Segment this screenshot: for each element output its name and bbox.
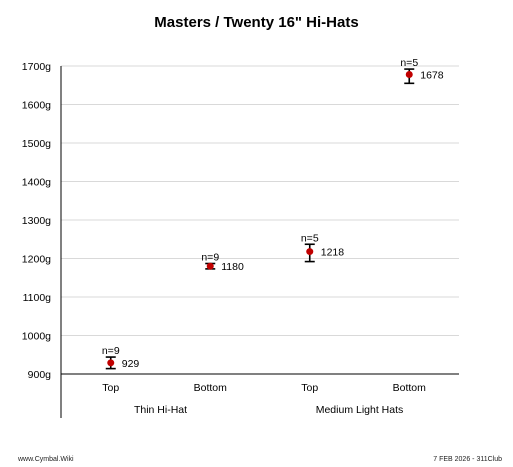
data-label: 1180 xyxy=(221,261,244,273)
data-point xyxy=(306,248,314,256)
sample-size-label: n=9 xyxy=(102,345,120,357)
data-point xyxy=(206,262,214,270)
group-label: Thin Hi-Hat xyxy=(134,404,187,416)
data-point xyxy=(107,359,115,367)
y-tick-label: 1300g xyxy=(22,215,51,227)
y-tick-label: 900g xyxy=(28,369,52,381)
sample-size-label: n=9 xyxy=(201,252,219,264)
data-label: 929 xyxy=(122,358,140,370)
y-tick-label: 1700g xyxy=(22,61,51,73)
group-label: Medium Light Hats xyxy=(316,404,404,416)
y-tick-label: 1000g xyxy=(22,331,51,343)
footer-date: 7 FEB 2026 - 311Club xyxy=(433,456,502,463)
y-tick-label: 1500g xyxy=(22,138,51,150)
y-tick-label: 1200g xyxy=(22,254,51,266)
data-label: 1218 xyxy=(321,247,345,259)
data-label: 1678 xyxy=(420,69,444,81)
y-tick-label: 1100g xyxy=(23,292,52,304)
chart-title: Masters / Twenty 16" Hi-Hats xyxy=(154,14,359,31)
x-tick-label: Bottom xyxy=(393,382,427,394)
x-tick-label: Top xyxy=(301,382,318,394)
y-tick-label: 1400g xyxy=(22,177,51,189)
sample-size-label: n=5 xyxy=(301,232,319,244)
x-tick-label: Top xyxy=(102,382,119,394)
y-tick-label: 1600g xyxy=(22,100,51,112)
footer-website: www.Cymbal.Wiki xyxy=(18,456,74,463)
data-point xyxy=(405,70,413,78)
x-tick-label: Bottom xyxy=(194,382,228,394)
sample-size-label: n=5 xyxy=(400,57,418,69)
